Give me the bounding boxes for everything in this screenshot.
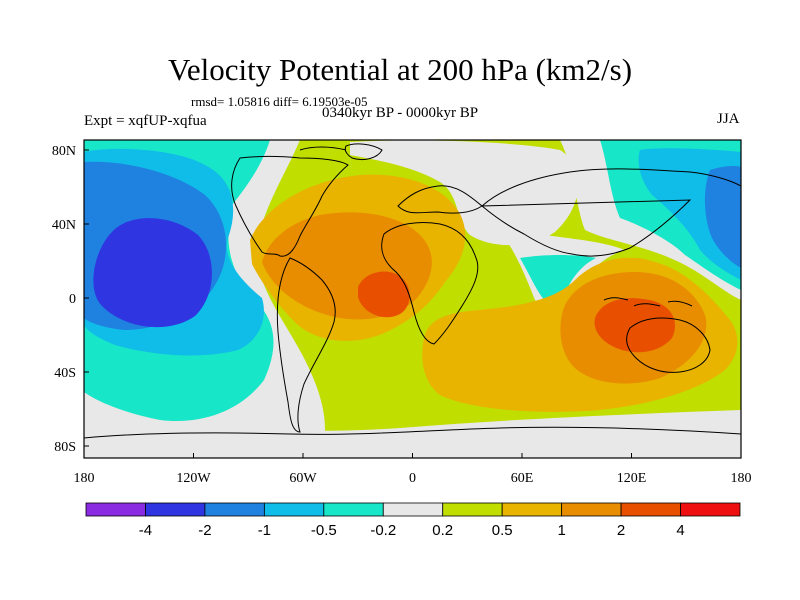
figure-title: Velocity Potential at 200 hPa (km2/s): [167, 52, 633, 87]
lat-tick-labels: 80N 40N 0 40S 80S: [52, 144, 76, 455]
colorbar-swatch: [680, 502, 741, 517]
colorbar-label: -4: [139, 522, 152, 539]
contour-fill: [84, 140, 741, 458]
lon-tick-label: 60E: [511, 471, 534, 486]
contour-blue-northeast: [704, 165, 741, 268]
colorbar-swatch: [204, 502, 265, 517]
colorbar-label: -0.5: [311, 522, 337, 539]
colorbar-label: 0.2: [432, 522, 453, 539]
colorbar: [85, 502, 741, 517]
colorbar-label: 4: [676, 522, 684, 539]
colorbar-swatch: [561, 502, 622, 517]
lon-tick-label: 0: [409, 471, 416, 486]
colorbar-labels: -4 -2 -1 -0.5 -0.2 0.2 0.5 1 2 4: [139, 522, 685, 539]
experiment-label: Expt = xqfUP-xqfua: [84, 113, 207, 129]
lon-tick-label: 60W: [289, 471, 317, 486]
colorbar-swatch: [442, 502, 503, 517]
lon-tick-label: 120E: [617, 471, 647, 486]
colorbar-label: -1: [258, 522, 271, 539]
period-label: 0340kyr BP - 0000kyr BP: [322, 105, 479, 121]
colorbar-label: 0.5: [492, 522, 513, 539]
colorbar-label: 1: [557, 522, 565, 539]
colorbar-swatch: [145, 502, 206, 517]
contour-red-maritime: [594, 298, 676, 353]
lon-tick-marks: [83, 453, 742, 458]
lon-tick-label: 180: [731, 471, 752, 486]
colorbar-swatch: [620, 502, 681, 517]
lat-tick-label: 80N: [52, 144, 76, 159]
contour-darkblue-pacific: [93, 218, 212, 328]
colorbar-swatch: [501, 502, 563, 517]
stats-label: rmsd= 1.05816 diff= 6.19503e-05: [191, 94, 368, 109]
colorbar-label: -2: [198, 522, 211, 539]
lon-tick-label: 120W: [176, 471, 211, 486]
lat-tick-label: 40S: [54, 366, 76, 381]
lon-tick-label: 180: [74, 471, 95, 486]
lat-tick-label: 40N: [52, 218, 76, 233]
colorbar-label: 2: [617, 522, 625, 539]
lon-tick-labels: 180 120W 60W 0 60E 120E 180: [74, 471, 752, 486]
contour-red-atlantic: [358, 271, 410, 318]
contour-neutral-south: [84, 410, 741, 458]
colorbar-label: -0.2: [370, 522, 396, 539]
colorbar-swatch: [263, 502, 325, 517]
lat-tick-label: 80S: [54, 440, 76, 455]
colorbar-swatch: [85, 502, 146, 517]
season-label: JJA: [717, 111, 740, 127]
coastlines: [84, 143, 741, 439]
lat-tick-marks: [84, 149, 89, 447]
lat-tick-label: 0: [69, 292, 76, 307]
colorbar-swatch: [323, 502, 384, 517]
contour-aqua-indian: [520, 255, 596, 304]
colorbar-swatch: [382, 502, 444, 517]
